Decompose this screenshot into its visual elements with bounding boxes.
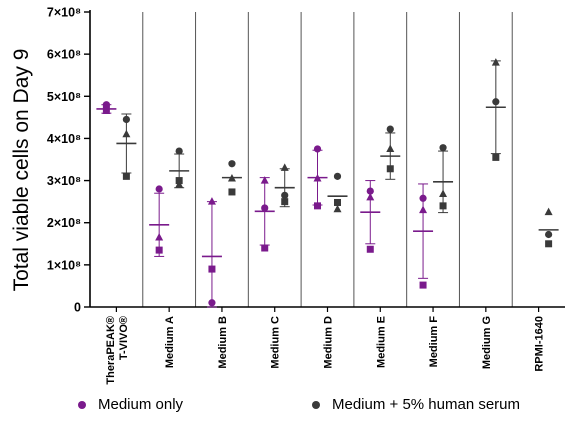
y-tick-label: 6×10⁸ [47, 48, 81, 62]
x-tick-label: Medium G [481, 316, 493, 369]
data-point-triangle [280, 163, 289, 171]
data-point-circle [313, 145, 322, 153]
data-point-triangle [227, 173, 236, 182]
data-point-square [155, 246, 163, 254]
x-tick-label: RPMI-1640 [534, 316, 546, 372]
y-tick-label: 7×10⁸ [47, 6, 81, 20]
data-point-circle [439, 144, 447, 152]
x-tick-label: Medium E [375, 316, 387, 368]
x-tick-label: Medium B [217, 316, 229, 369]
data-point-triangle [155, 232, 164, 241]
data-point-triangle [313, 173, 322, 182]
data-point-square [228, 188, 236, 196]
data-point-triangle [366, 192, 375, 201]
data-point-triangle [439, 189, 448, 198]
x-tick-labels: TheraPEAK® T-VIVO® Medium A Medium B Medium … [105, 316, 546, 385]
data-point-triangle [260, 176, 269, 184]
data-point-circle [228, 160, 236, 168]
x-tick-label: T-VIVO® [118, 316, 130, 360]
axes: 0 1×10⁸ 2×10⁸ 3×10⁸ 4×10⁸ 5×10⁸ 6×10⁸ 7×10⁸ [47, 6, 565, 315]
category-dividers [142, 12, 513, 307]
data-point-triangle [207, 197, 216, 205]
data-point-triangle [333, 204, 342, 213]
data-point-square [102, 105, 110, 113]
data-point-square [366, 245, 374, 253]
x-tick-label: Medium F [428, 316, 440, 368]
data-point-square [386, 165, 394, 173]
y-tick-label: 2×10⁸ [47, 216, 81, 230]
data-point-square [439, 202, 447, 210]
x-tick-label: Medium D [323, 316, 335, 369]
legend-item-medium-only: Medium only [78, 396, 183, 413]
data-point-square [175, 177, 183, 185]
data-points [96, 58, 559, 308]
data-point-square [281, 198, 289, 206]
y-axis-label: Total viable cells on Day 9 [10, 49, 33, 292]
y-tick-label: 1×10⁸ [47, 258, 81, 272]
data-point-square [419, 281, 427, 289]
legend-marker-medium-serum [312, 400, 320, 409]
data-point-circle [366, 187, 374, 195]
data-point-circle [386, 125, 394, 133]
data-point-circle [492, 98, 500, 106]
legend-label-medium-only: Medium only [98, 396, 184, 413]
x-tick-label: TheraPEAK® [105, 316, 117, 385]
data-point-circle [122, 115, 130, 124]
data-point-triangle [419, 205, 428, 214]
data-point-circle [261, 204, 269, 212]
data-point-circle [175, 147, 183, 155]
data-point-circle [333, 172, 342, 180]
data-point-triangle [491, 58, 500, 66]
data-point-square [545, 240, 553, 248]
data-point-square [261, 244, 269, 252]
data-point-circle [545, 230, 553, 239]
data-point-square [334, 198, 341, 206]
x-tick-label: Medium C [270, 316, 282, 369]
data-point-circle [155, 185, 163, 193]
legend-item-medium-serum: Medium + 5% human serum [312, 396, 520, 413]
data-point-circle [208, 299, 216, 307]
data-point-triangle [386, 144, 395, 152]
legend-label-medium-serum: Medium + 5% human serum [332, 396, 520, 413]
y-tick-label: 0 [74, 301, 81, 315]
data-point-circle [281, 191, 289, 199]
y-tick-label: 4×10⁸ [47, 132, 81, 146]
data-point-square [492, 153, 500, 161]
x-tick-label: Medium A [164, 316, 176, 368]
y-tick-label: 3×10⁸ [47, 174, 81, 188]
data-point-square [208, 265, 216, 273]
data-point-square [314, 202, 321, 210]
y-tick-label: 5×10⁸ [47, 90, 81, 104]
data-point-triangle [544, 207, 553, 216]
data-point-square [122, 172, 130, 180]
data-point-triangle [122, 129, 131, 138]
data-point-circle [419, 194, 427, 202]
legend-marker-medium-only [78, 400, 86, 409]
